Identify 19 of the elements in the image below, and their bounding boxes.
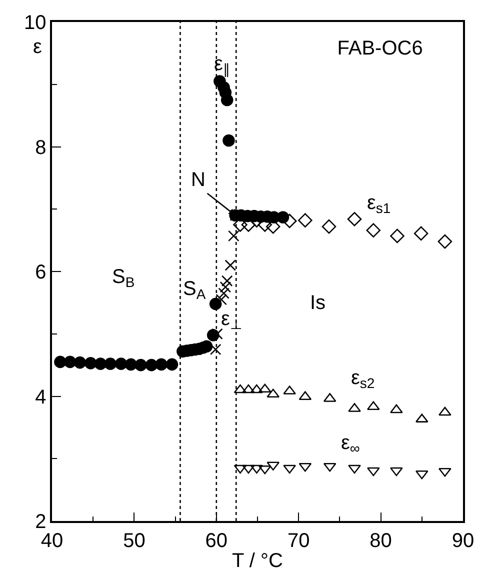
x-tick-label: 60 xyxy=(205,530,228,552)
y-axis-title: ε xyxy=(33,36,42,58)
y-tick-label: 4 xyxy=(35,386,46,408)
annotation: S$_{B}$ xyxy=(112,266,135,290)
series-label: ε$_{s2}$ xyxy=(351,367,375,392)
x-tick-label: 80 xyxy=(370,530,392,552)
y-tick-label: 6 xyxy=(35,262,46,284)
series-label: ε$_{s1}$ xyxy=(367,192,391,216)
x-axis-title: T / °C xyxy=(232,550,283,572)
text: FAB-OC6 xyxy=(337,38,423,60)
x-tick-label: 70 xyxy=(287,530,310,552)
y-tick-label: 8 xyxy=(35,136,46,159)
annotation: S$_{A}$ xyxy=(183,278,206,302)
x-tick-label: 90 xyxy=(452,530,474,552)
annotation: N xyxy=(191,169,206,191)
x-tick-label: 50 xyxy=(123,530,146,552)
annotation: Is xyxy=(310,292,326,314)
y-tick-label: 10 xyxy=(24,12,46,34)
series-label: ε$_{∞}$ xyxy=(341,432,360,456)
